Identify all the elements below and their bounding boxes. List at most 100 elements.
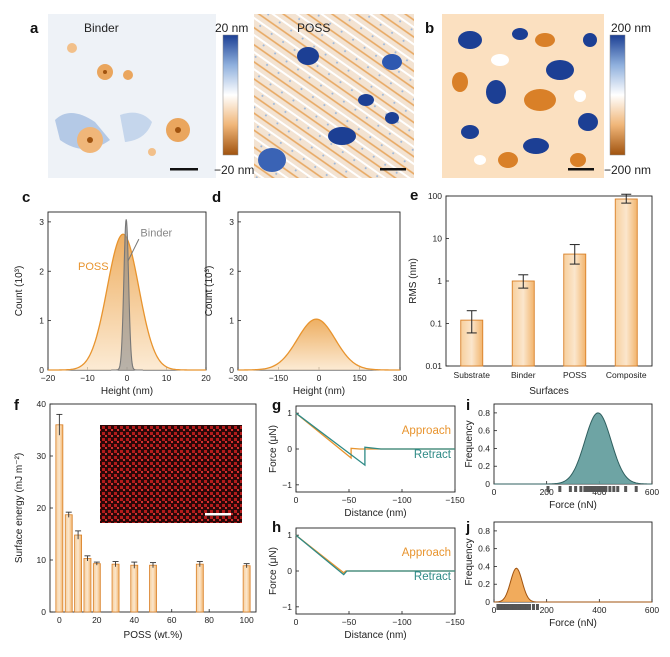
y-axis-label: Count (10³): [14, 266, 25, 317]
colorbar-a: [222, 34, 239, 156]
panel-label-h: h: [272, 519, 281, 536]
binder-distribution-area: [111, 219, 143, 370]
rms-bar: [614, 198, 638, 367]
chart-f: 0 20 40 60 80 100 0 10 20 30 40 POSS (wt.%) Surface …: [14, 399, 257, 641]
panel-label-e: e: [410, 187, 418, 204]
y-tick-label: 0.2: [478, 461, 490, 471]
surface-energy-bar: [130, 564, 139, 613]
panel-label-j: j: [465, 519, 470, 536]
surface-energy-bar: [55, 424, 64, 613]
rug-tick: [546, 486, 550, 492]
chart-e: 0.01 0.1 1 10 100 RMS (nm) Substrate Binder POSS…: [408, 191, 653, 397]
x-tick-label: −150: [445, 617, 464, 627]
y-tick-label: −1: [282, 480, 292, 490]
x-tick-label: −10: [80, 373, 95, 383]
x-axis-label: Distance (nm): [344, 508, 406, 519]
y-axis-label: Count (10³): [204, 266, 215, 317]
rug-tick: [501, 604, 505, 610]
panel-label-c: c: [22, 189, 30, 206]
x-tick-label: 20: [92, 615, 102, 625]
x-tick-label: 0: [57, 615, 62, 625]
x-tick-label: 600: [645, 605, 659, 615]
rug-tick: [591, 486, 595, 492]
rug-tick: [535, 604, 539, 610]
rug-tick: [512, 604, 516, 610]
y-tick-label: 40: [37, 399, 47, 409]
composite-afm-image: [442, 14, 604, 178]
colorbar-b-max: 200 nm: [611, 21, 651, 35]
y-tick-label: 0.2: [478, 579, 490, 589]
x-tick-label: 10: [162, 373, 172, 383]
y-tick-label: 2: [229, 266, 234, 276]
rug-tick: [579, 486, 583, 492]
rug-tick: [499, 604, 503, 610]
surface-energy-bar: [64, 514, 73, 613]
binder-title: Binder: [84, 21, 119, 35]
binder-pointer: [127, 238, 140, 262]
chart-d: −300 −150 0 150 300 0 1 2 3 Height (nm) Count (10³…: [204, 211, 407, 397]
y-tick-label: 0: [229, 365, 234, 375]
y-tick-label: −1: [282, 602, 292, 612]
surface-energy-bar: [242, 565, 251, 613]
rug-tick: [496, 604, 500, 610]
x-axis-title: Surfaces: [529, 386, 568, 397]
y-tick-label: 3: [229, 217, 234, 227]
rms-bar: [511, 280, 535, 367]
panel-label-b: b: [425, 20, 434, 37]
rug-tick: [520, 604, 524, 610]
y-axis-label: Frequency: [464, 538, 475, 585]
retract-legend: Retract: [414, 449, 452, 461]
rug-tick: [616, 486, 620, 492]
y-tick-label: 1: [39, 316, 44, 326]
chart-c: −20 −10 0 10 20 0 1 2 3 Height (nm) Count (10³) POS…: [14, 211, 211, 397]
force-distribution-area: [494, 412, 652, 484]
panel-label-a: a: [30, 20, 39, 37]
y-axis-label: Surface energy (mJ m⁻²): [14, 453, 25, 563]
x-tick-label: 0: [317, 373, 322, 383]
x-tick-label: 100: [240, 615, 254, 625]
surface-energy-bar: [92, 563, 101, 613]
binder-legend-label: Binder: [140, 228, 172, 240]
x-axis-label: Distance (nm): [344, 630, 406, 641]
rug-tick: [608, 486, 612, 492]
x-tick-label: 400: [592, 605, 606, 615]
composite-distribution-area: [238, 319, 400, 370]
x-tick-label: 0: [125, 373, 130, 383]
poss-legend-label: POSS: [78, 261, 109, 273]
x-tick-label: −150: [269, 373, 288, 383]
category-label: Binder: [511, 370, 536, 380]
x-tick-label: 150: [352, 373, 366, 383]
x-tick-label: 60: [167, 615, 177, 625]
y-tick-label: 0: [287, 444, 292, 454]
x-tick-label: 20: [201, 373, 211, 383]
x-axis-label: Force (nN): [549, 500, 597, 511]
y-tick-label: 100: [428, 191, 442, 201]
colorbar-a-min: −20 nm: [214, 163, 254, 177]
surface-energy-bar: [149, 564, 157, 613]
rug-tick: [601, 486, 605, 492]
colorbar-a-max: 20 nm: [215, 21, 248, 35]
rug-tick: [599, 486, 603, 492]
category-label: Composite: [606, 370, 647, 380]
rug-tick: [558, 486, 562, 492]
rug-tick: [532, 604, 535, 610]
x-axis-label: POSS (wt.%): [124, 630, 183, 641]
x-tick-label: 600: [645, 487, 659, 497]
rug-tick: [525, 604, 529, 610]
x-tick-label: −100: [392, 495, 411, 505]
y-tick-label: 0: [485, 479, 490, 489]
surface-energy-bar: [111, 563, 120, 613]
y-tick-label: 10: [37, 555, 47, 565]
panel-label-i: i: [466, 397, 470, 414]
rug-tick: [506, 604, 510, 610]
x-tick-label: −300: [228, 373, 247, 383]
x-tick-label: 0: [294, 495, 299, 505]
y-tick-label: 0: [39, 365, 44, 375]
colorbar-b: [609, 34, 626, 156]
retract-curve: [295, 412, 455, 467]
force-distribution-area: [494, 568, 652, 602]
y-tick-label: 0.8: [478, 408, 490, 418]
y-tick-label: 1: [437, 276, 442, 286]
x-tick-label: 80: [204, 615, 214, 625]
